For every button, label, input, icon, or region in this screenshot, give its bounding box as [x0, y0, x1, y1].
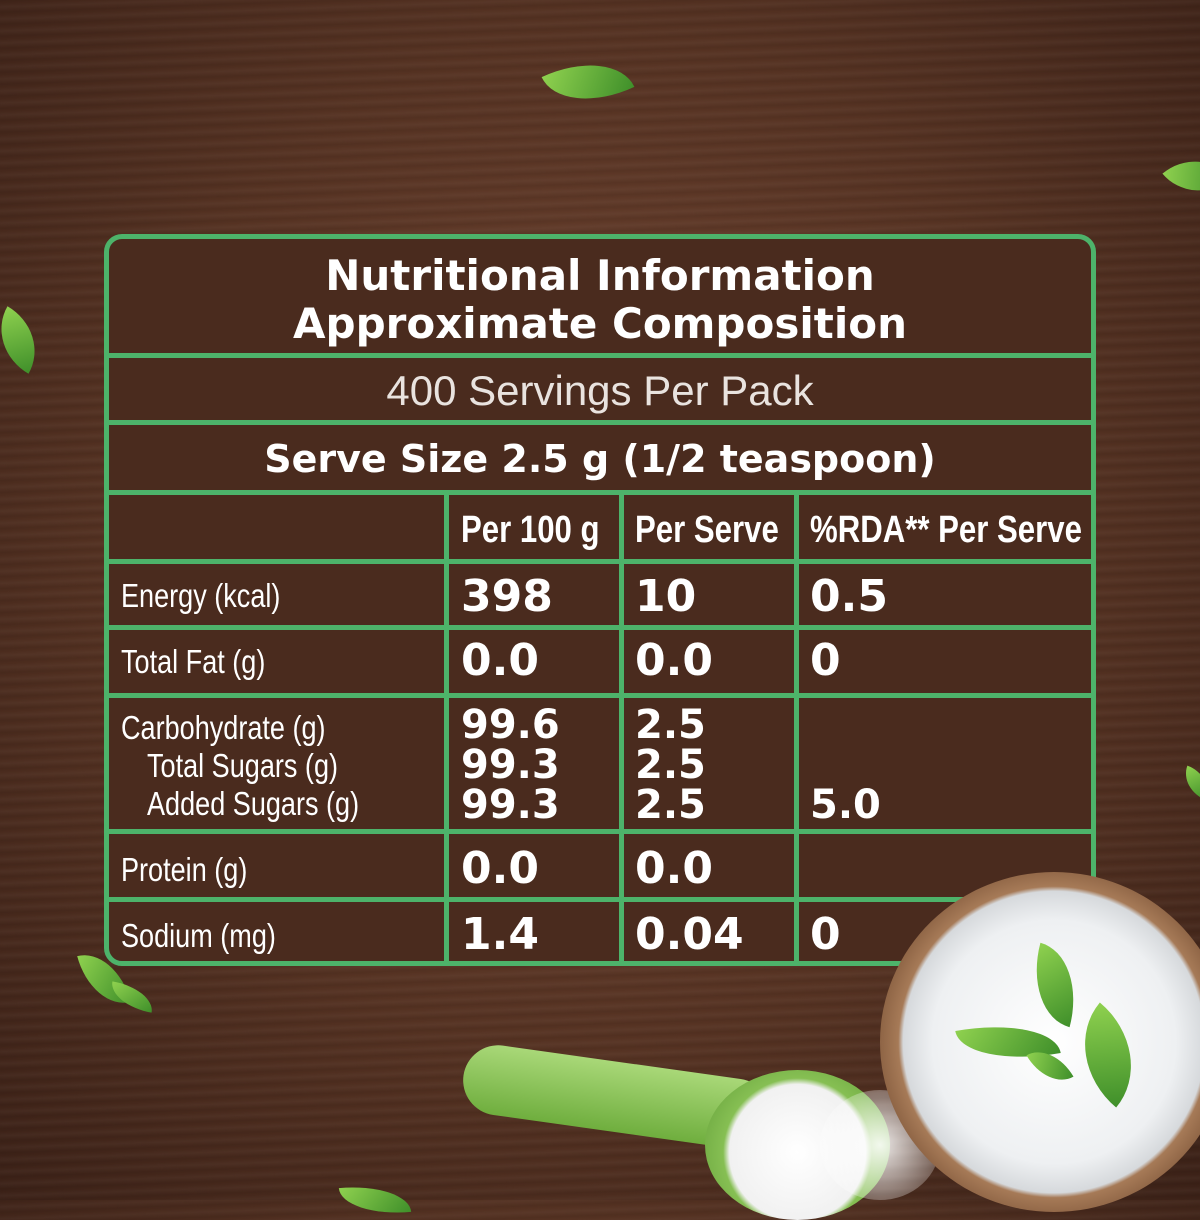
added-sugars-per-serve: 2.5 [635, 782, 706, 828]
sodium-rda: 0 [810, 909, 841, 960]
stevia-leaf-icon [0, 306, 53, 374]
divider [109, 353, 1091, 358]
serve-size: Serve Size 2.5 g (1/2 teaspoon) [264, 437, 936, 481]
divider [109, 559, 1091, 564]
column-divider [444, 490, 449, 961]
column-divider [794, 490, 799, 961]
sodium-per-100g: 1.4 [461, 909, 539, 960]
row-label-added-sugars: Added Sugars (g) [147, 785, 360, 822]
divider [109, 625, 1091, 630]
energy-per-100g: 398 [461, 571, 553, 622]
column-header-per-serve: Per Serve [635, 509, 779, 551]
row-label-carbohydrate: Carbohydrate (g) [121, 709, 326, 746]
carb-per-serve: 2.5 [635, 702, 706, 748]
divider [109, 693, 1091, 698]
sodium-per-serve: 0.04 [635, 909, 744, 960]
added-sugars-per-100g: 99.3 [461, 782, 560, 828]
total-sugars-per-serve: 2.5 [635, 742, 706, 788]
column-header-rda: %RDA** Per Serve [810, 509, 1082, 551]
fat-rda: 0 [810, 635, 841, 686]
row-label-sodium: Sodium (mg) [121, 917, 276, 954]
panel-title-line2: Approximate Composition [293, 299, 907, 348]
divider [109, 490, 1091, 495]
row-label-energy: Energy (kcal) [121, 577, 281, 614]
energy-rda: 0.5 [810, 571, 888, 622]
added-sugars-rda: 5.0 [810, 782, 881, 828]
divider [109, 829, 1091, 834]
column-header-per-100g: Per 100 g [461, 509, 600, 551]
protein-per-serve: 0.0 [635, 843, 713, 894]
stevia-leaf-icon [541, 43, 635, 121]
row-label-protein: Protein (g) [121, 851, 248, 888]
total-sugars-per-100g: 99.3 [461, 742, 560, 788]
stevia-leaf-icon [1178, 765, 1200, 801]
stevia-leaf-icon [1162, 141, 1200, 211]
energy-per-serve: 10 [635, 571, 697, 622]
servings-per-pack: 400 Servings Per Pack [386, 367, 814, 414]
stevia-leaf-icon [338, 1182, 412, 1218]
protein-per-100g: 0.0 [461, 843, 539, 894]
fat-per-100g: 0.0 [461, 635, 539, 686]
divider [109, 897, 1091, 902]
row-label-total-fat: Total Fat (g) [121, 643, 266, 680]
column-divider [619, 490, 624, 961]
carb-per-100g: 99.6 [461, 702, 560, 748]
nutrition-panel: Nutritional Information Approximate Comp… [104, 234, 1096, 966]
panel-title-line1: Nutritional Information [325, 251, 875, 300]
fat-per-serve: 0.0 [635, 635, 713, 686]
row-label-total-sugars: Total Sugars (g) [147, 747, 339, 784]
divider [109, 420, 1091, 425]
